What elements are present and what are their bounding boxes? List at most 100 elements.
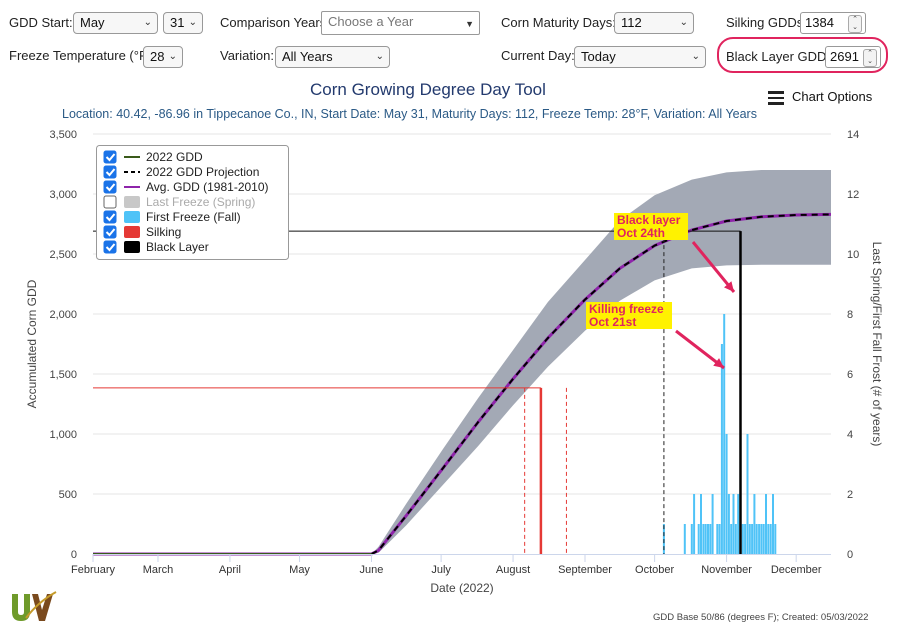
check-icon	[105, 228, 116, 237]
y2-tick-label: 6	[847, 369, 853, 381]
spinner-icon[interactable]: ⌃ ⌄	[863, 49, 877, 67]
x-tick-label: October	[635, 564, 674, 576]
grid	[93, 133, 831, 495]
legend-item-label: Black Layer	[146, 240, 209, 254]
check-icon	[105, 153, 116, 162]
black-layer-gdds-label: Black Layer GDDs:	[726, 49, 837, 64]
first-freeze-bar	[690, 524, 693, 554]
first-freeze-bar	[746, 434, 749, 554]
silking-gdds-label: Silking GDDs:	[726, 15, 807, 30]
maturity-days-select[interactable]: 112 ⌄	[614, 12, 694, 34]
y2-tick-label: 14	[847, 129, 859, 141]
first-freeze-bar	[751, 524, 754, 554]
logo-icon	[12, 591, 57, 621]
footer-note: GDD Base 50/86 (degrees F); Created: 05/…	[653, 612, 869, 623]
variation-select[interactable]: All Years ⌄	[275, 46, 390, 68]
first-freeze-bar	[709, 524, 712, 554]
first-freeze-bar	[760, 524, 763, 554]
x-tick-label: March	[143, 564, 174, 576]
chevron-down-icon: ⌄	[168, 51, 177, 62]
check-icon	[105, 168, 116, 177]
y2-tick-label: 4	[847, 429, 853, 441]
silking-gdds-input[interactable]: 1384 ⌃ ⌄	[800, 12, 866, 34]
first-freeze-bar	[741, 524, 744, 554]
y2-tick-label: 8	[847, 309, 853, 321]
gdd-start-label: GDD Start:	[9, 15, 73, 30]
avg-gdd-line	[93, 212, 832, 556]
chart-subtitle: Location: 40.42, -86.96 in Tippecanoe Co…	[62, 107, 757, 121]
first-freeze-bar	[697, 524, 700, 554]
y-tick-label: 1,500	[49, 369, 77, 381]
first-freeze-bar	[683, 524, 686, 554]
projection-line	[371, 213, 832, 555]
black-layer-gdds-value: 2691	[830, 49, 859, 64]
first-freeze-bar	[774, 524, 777, 554]
variation-band	[371, 170, 831, 554]
variation-band-area	[371, 170, 831, 554]
legend-checkbox	[103, 180, 117, 194]
legend-item-label: Silking	[146, 225, 181, 239]
first-freeze-bar	[732, 494, 735, 554]
first-freeze-bar	[758, 524, 761, 554]
legend-checkbox	[103, 210, 117, 224]
legend-item-label: Last Freeze (Spring)	[146, 195, 255, 209]
silking-gdds-value: 1384	[805, 15, 834, 30]
variation-label: Variation:	[220, 48, 274, 63]
highlight-circle	[717, 37, 888, 73]
legend-box	[96, 145, 289, 260]
y-axis-label: Accumulated Corn GDD	[25, 279, 39, 408]
variation-value: All Years	[282, 49, 333, 64]
y-tick-label: 1,000	[49, 429, 77, 441]
x-tick-label: August	[496, 564, 530, 576]
first-freeze-bar	[737, 494, 740, 554]
legend-checkbox	[103, 165, 117, 179]
y2-tick-label: 10	[847, 249, 859, 261]
legend-item-label: 2022 GDD	[146, 150, 203, 164]
x-tick-label: April	[219, 564, 241, 576]
x-tick-label: July	[431, 564, 451, 576]
first-freeze-bar	[765, 494, 767, 554]
black-layer-gdds-input[interactable]: 2691 ⌃ ⌄	[825, 46, 881, 68]
y2-axis-label: Last Spring/First Fall Frost (# of years…	[870, 242, 884, 447]
caret-down-icon: ▼	[465, 19, 474, 29]
annotation-box	[614, 213, 688, 240]
first-freeze-bar	[767, 524, 770, 554]
chart-options-button[interactable]: Chart Options	[768, 88, 872, 108]
maturity-days-value: 112	[621, 15, 642, 30]
y2-tick-label: 2	[847, 489, 853, 501]
first-freeze-bar	[772, 494, 774, 554]
x-tick-label: February	[71, 564, 116, 576]
comparison-years-select[interactable]: Choose a Year ▼	[321, 11, 480, 35]
comparison-years-label: Comparison Years:	[220, 15, 330, 30]
annotations: Black layer Oct 24th Killing freeze Oct 21s…	[586, 213, 736, 370]
first-freeze-bar	[711, 494, 714, 554]
freeze-temp-label: Freeze Temperature (°F):	[9, 48, 155, 63]
legend-checkbox	[103, 150, 117, 164]
first-freeze-bar	[702, 524, 705, 554]
first-freeze-bar	[720, 344, 723, 554]
legend-symbol	[124, 241, 140, 253]
first-freeze-bar	[762, 524, 765, 554]
current-day-select[interactable]: Today ⌄	[574, 46, 706, 68]
first-freeze-bar	[662, 524, 665, 554]
markers	[93, 230, 742, 554]
first-freeze-bar	[707, 524, 709, 554]
annotation-arrow	[691, 241, 736, 293]
spinner-icon[interactable]: ⌃ ⌄	[848, 15, 862, 33]
axes: 0 500 1,000 1,500 2,000 2,500 3,000 3,500 0 2 4 6 8 1…	[49, 129, 859, 576]
chevron-down-icon: ⌄	[188, 17, 197, 28]
freeze-temp-select[interactable]: 28 ⌄	[143, 46, 183, 68]
chevron-down-icon: ⌄	[691, 51, 700, 62]
first-freeze-bar	[730, 524, 733, 554]
y-tick-label: 2,000	[49, 309, 77, 321]
first-freeze-bar	[723, 314, 726, 554]
comparison-years-placeholder: Choose a Year	[328, 14, 414, 29]
arrow-head-icon	[724, 281, 734, 292]
first-freeze-bar	[744, 524, 747, 554]
gdd-start-month-select[interactable]: May ⌄	[73, 12, 158, 34]
current-day-label: Current Day:	[501, 48, 575, 63]
y-tick-label: 3,500	[49, 129, 77, 141]
annotation-arrow	[675, 329, 725, 370]
gdd-start-day-select[interactable]: 31 ⌄	[163, 12, 203, 34]
first-freeze-bars	[662, 314, 777, 554]
